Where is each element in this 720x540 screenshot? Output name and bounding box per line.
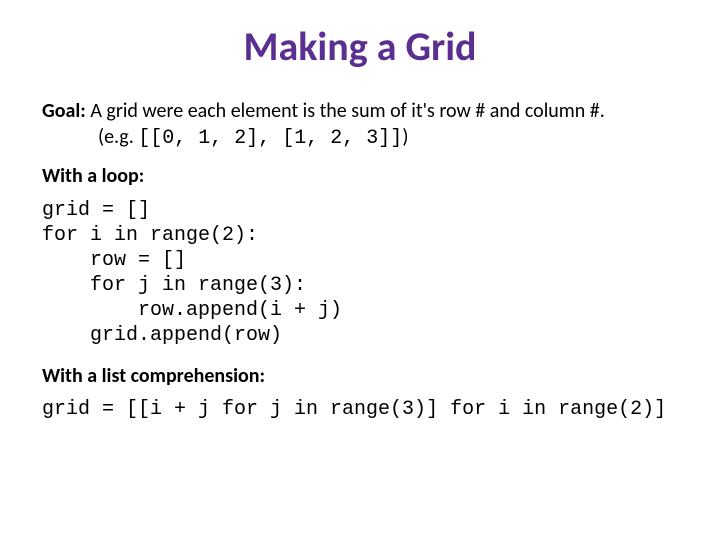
goal-line: Goal: A grid were each element is the su… xyxy=(42,99,678,123)
goal-example-line: (e.g. [[0, 1, 2], [1, 2, 3]]) xyxy=(98,125,678,150)
with-loop-code: grid = [] for i in range(2): row = [] fo… xyxy=(42,198,678,348)
goal-text: A grid were each element is the sum of i… xyxy=(86,99,605,123)
with-loop-label: With a loop: xyxy=(42,164,678,188)
slide-container: Making a Grid Goal: A grid were each ele… xyxy=(0,0,720,540)
slide-title: Making a Grid xyxy=(42,22,678,71)
goal-example-suffix: ) xyxy=(402,125,408,149)
goal-example-code: [[0, 1, 2], [1, 2, 3]] xyxy=(138,127,402,150)
goal-example-prefix: (e.g. xyxy=(98,125,138,149)
goal-label: Goal: xyxy=(42,99,86,123)
with-comprehension-code: grid = [[i + j for j in range(3)] for i … xyxy=(42,398,678,421)
with-comprehension-label: With a list comprehension: xyxy=(42,364,678,388)
